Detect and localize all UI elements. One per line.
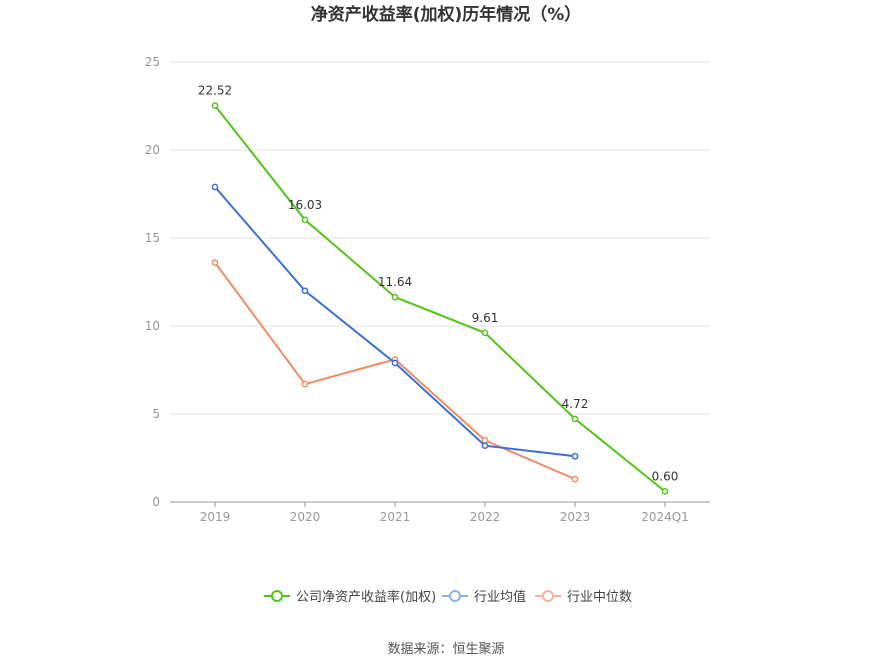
legend-item-0[interactable]: 公司净资产收益率(加权): [264, 589, 436, 605]
data-point[interactable]: [301, 380, 309, 388]
legend-marker: [449, 590, 461, 602]
data-point[interactable]: [571, 415, 579, 423]
x-tick-label: 2019: [200, 510, 231, 524]
series-line-1: [214, 186, 576, 458]
x-tick-label: 2022: [470, 510, 501, 524]
data-point[interactable]: [571, 452, 579, 460]
y-tick-label: 25: [145, 55, 160, 69]
y-tick-label: 0: [152, 495, 160, 509]
chart-title: 净资产收益率(加权)历年情况（%）: [311, 4, 582, 25]
x-tick-label: 2024Q1: [641, 510, 689, 524]
legend-label: 公司净资产收益率(加权): [296, 589, 436, 605]
data-label: 16.03: [288, 198, 322, 212]
y-tick-label: 20: [145, 143, 160, 157]
legend-label: 行业中位数: [567, 590, 632, 605]
data-point[interactable]: [481, 442, 489, 450]
legend[interactable]: 公司净资产收益率(加权) 行业均值 行业中位数: [264, 589, 632, 605]
y-tick-label: 15: [145, 231, 160, 245]
data-point[interactable]: [211, 259, 219, 266]
data-label: 9.61: [472, 311, 499, 325]
data-point[interactable]: [481, 437, 489, 444]
legend-marker: [542, 590, 554, 602]
data-point[interactable]: [481, 329, 489, 337]
data-point[interactable]: [391, 293, 399, 301]
data-point[interactable]: [661, 488, 669, 495]
data-point[interactable]: [301, 287, 309, 295]
data-point[interactable]: [571, 475, 579, 483]
y-tick-label: 5: [152, 407, 160, 421]
x-axis: 2019 2020 2021 2022 2023 2024Q1: [170, 501, 710, 524]
series-line-0: [214, 104, 666, 493]
data-point[interactable]: [391, 359, 399, 367]
data-label: 11.64: [378, 275, 412, 289]
x-tick-label: 2021: [380, 510, 411, 524]
data-label: 4.72: [562, 397, 589, 411]
legend-marker: [271, 590, 283, 602]
data-label: 22.52: [198, 84, 232, 98]
legend-item-1[interactable]: 行业均值: [442, 589, 526, 605]
y-axis: 0 5 10 15 20 25: [145, 55, 160, 509]
data-point[interactable]: [301, 216, 309, 224]
x-tick-label: 2023: [560, 510, 591, 524]
data-label: 0.60: [652, 469, 679, 483]
legend-label: 行业均值: [474, 589, 526, 605]
source-note: 数据来源：恒生聚源: [387, 642, 504, 657]
data-point[interactable]: [211, 183, 219, 191]
x-tick-label: 2020: [290, 510, 321, 524]
y-tick-label: 10: [145, 319, 160, 333]
legend-item-2[interactable]: 行业中位数: [535, 590, 632, 605]
data-point[interactable]: [211, 102, 219, 109]
series-group: 22.52 16.03 11.64 9.61 4.72 0.60: [198, 84, 679, 495]
grid-lines: [170, 61, 710, 415]
